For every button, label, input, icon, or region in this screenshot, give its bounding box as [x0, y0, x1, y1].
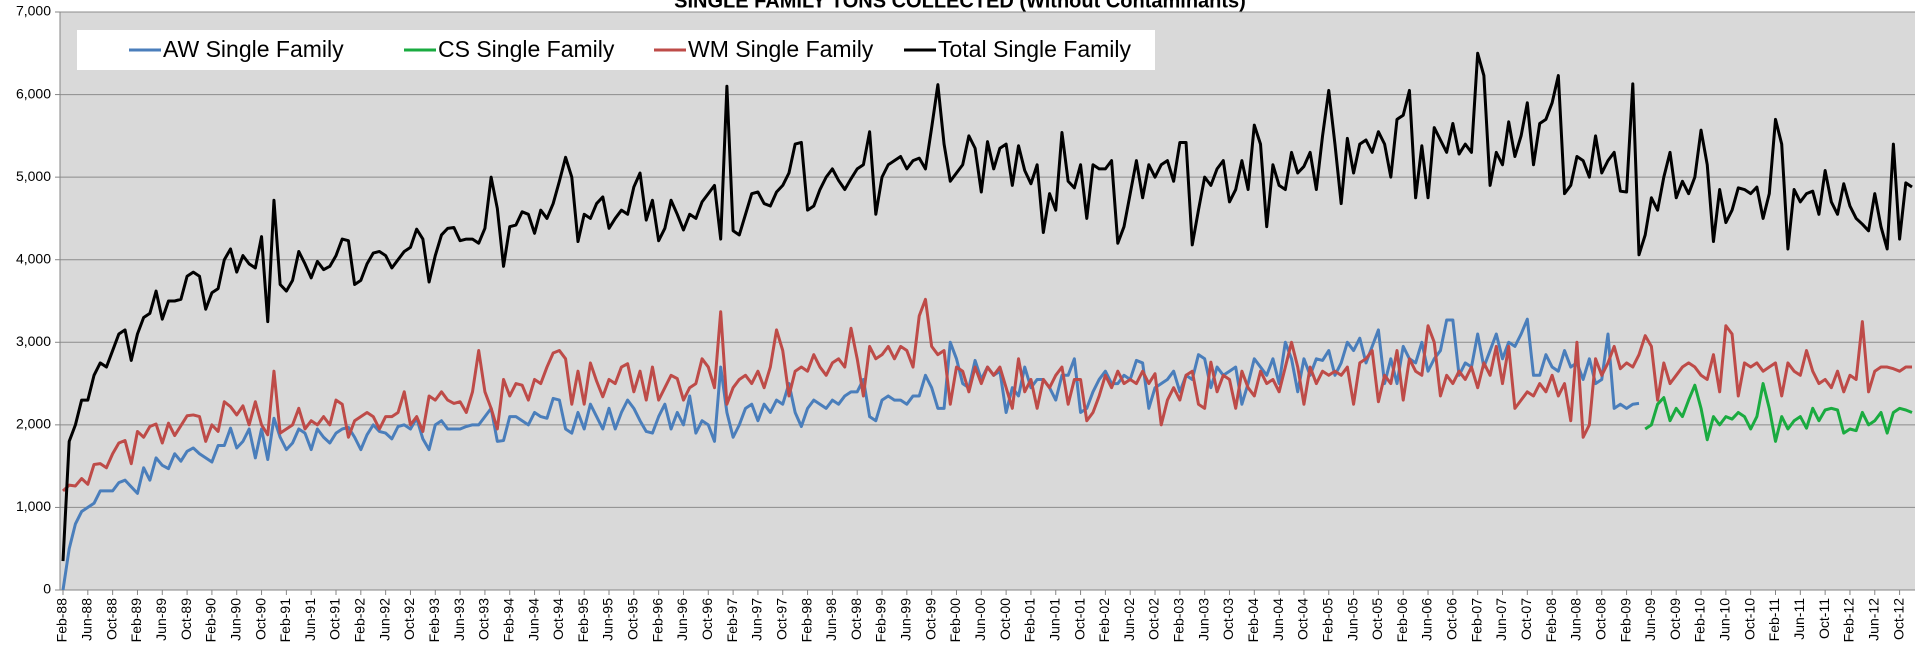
- x-tick-label: Jun-94: [525, 598, 541, 641]
- x-tick-label: Feb-89: [128, 598, 144, 643]
- x-tick-label: Feb-93: [426, 598, 442, 643]
- x-tick-label: Feb-09: [1617, 598, 1633, 643]
- x-tick-label: Oct-93: [476, 598, 492, 640]
- x-tick-label: Jun-99: [898, 598, 914, 641]
- x-tick-label: Feb-01: [1022, 598, 1038, 643]
- x-tick-label: Feb-06: [1394, 598, 1410, 643]
- x-tick-label: Jun-03: [1195, 598, 1211, 641]
- legend-label: CS Single Family: [438, 36, 615, 62]
- chart-title: SINGLE FAMILY TONS COLLECTED (Without Co…: [674, 0, 1246, 12]
- x-tick-label: Feb-03: [1171, 598, 1187, 643]
- x-tick-label: Jun-01: [1046, 598, 1062, 641]
- legend-label: AW Single Family: [163, 36, 344, 62]
- x-tick-label: Feb-91: [277, 598, 293, 643]
- x-tick-label: Oct-09: [1667, 598, 1683, 640]
- x-tick-label: Feb-97: [724, 598, 740, 643]
- x-tick-label: Jun-93: [451, 598, 467, 641]
- x-tick-label: Feb-94: [500, 598, 516, 643]
- legend-label: Total Single Family: [938, 36, 1132, 62]
- x-tick-label: Feb-10: [1692, 598, 1708, 643]
- x-tick-label: Feb-95: [575, 598, 591, 643]
- x-tick-label: Jun-90: [227, 598, 243, 641]
- x-tick-label: Oct-02: [1146, 598, 1162, 640]
- x-tick-label: Jun-09: [1642, 598, 1658, 641]
- x-tick-label: Feb-08: [1543, 598, 1559, 643]
- series-line: [61, 297, 1912, 493]
- y-tick-label: 2,000: [16, 416, 51, 432]
- x-tick-label: Jun-98: [823, 598, 839, 641]
- series-line: [61, 51, 1913, 562]
- x-tick-label: Oct-03: [1220, 598, 1236, 640]
- x-tick-label: Jun-06: [1419, 598, 1435, 641]
- x-tick-label: Jun-04: [1270, 598, 1286, 641]
- x-tick-label: Oct-00: [997, 598, 1013, 640]
- x-tick-label: Oct-92: [401, 598, 417, 640]
- x-tick-label: Jun-10: [1717, 598, 1733, 641]
- x-tick-label: Jun-08: [1568, 598, 1584, 641]
- x-tick-label: Jun-89: [153, 598, 169, 641]
- x-tick-label: Oct-07: [1518, 598, 1534, 640]
- y-tick-label: 6,000: [16, 85, 51, 101]
- series-line: [61, 317, 1640, 591]
- x-tick-label: Feb-90: [203, 598, 219, 643]
- x-tick-label: Jun-00: [972, 598, 988, 641]
- x-tick-label: Feb-00: [947, 598, 963, 643]
- x-tick-label: Oct-89: [178, 598, 194, 640]
- x-tick-label: Feb-99: [873, 598, 889, 643]
- x-tick-label: Feb-88: [54, 598, 70, 643]
- x-tick-label: Jun-05: [1344, 598, 1360, 641]
- x-tick-label: Oct-01: [1071, 598, 1087, 640]
- x-tick-label: Feb-02: [1096, 598, 1112, 643]
- x-tick-label: Oct-05: [1369, 598, 1385, 640]
- x-tick-label: Feb-92: [352, 598, 368, 643]
- x-tick-label: Jun-96: [674, 598, 690, 641]
- x-tick-label: Oct-94: [550, 598, 566, 640]
- x-tick-label: Oct-99: [922, 598, 938, 640]
- x-tick-label: Oct-06: [1444, 598, 1460, 640]
- x-tick-label: Feb-11: [1766, 598, 1782, 642]
- y-tick-label: 3,000: [16, 333, 51, 349]
- y-tick-label: 7,000: [16, 3, 51, 19]
- x-tick-label: Feb-96: [649, 598, 665, 643]
- x-tick-label: Oct-97: [773, 598, 789, 640]
- x-tick-label: Feb-98: [798, 598, 814, 643]
- x-tick-label: Oct-96: [699, 598, 715, 640]
- plot-area: [60, 12, 1915, 590]
- x-tick-label: Jun-07: [1493, 598, 1509, 641]
- x-tick-label: Oct-88: [103, 598, 119, 640]
- x-tick-label: Jun-97: [749, 598, 765, 641]
- x-tick-label: Oct-90: [252, 598, 268, 640]
- x-tick-label: Oct-08: [1592, 598, 1608, 640]
- x-tick-label: Feb-07: [1468, 598, 1484, 643]
- x-tick-label: Jun-11: [1791, 598, 1807, 640]
- x-tick-label: Feb-05: [1319, 598, 1335, 643]
- legend-box: [77, 30, 1155, 70]
- x-tick-label: Jun-12: [1865, 598, 1881, 641]
- x-tick-label: Oct-10: [1741, 598, 1757, 640]
- y-tick-label: 5,000: [16, 168, 51, 184]
- x-tick-label: Jun-88: [79, 598, 95, 641]
- x-tick-label: Oct-91: [327, 598, 343, 640]
- y-tick-label: 0: [43, 581, 51, 597]
- x-tick-label: Oct-11: [1816, 598, 1832, 639]
- x-tick-label: Oct-04: [1295, 598, 1311, 640]
- x-tick-label: Feb-04: [1245, 598, 1261, 643]
- x-tick-label: Oct-95: [625, 598, 641, 640]
- x-tick-label: Jun-02: [1121, 598, 1137, 641]
- x-tick-label: Feb-12: [1841, 598, 1857, 643]
- x-tick-label: Jun-95: [600, 598, 616, 641]
- x-tick-label: Jun-91: [302, 598, 318, 641]
- y-tick-label: 1,000: [16, 498, 51, 514]
- y-tick-label: 4,000: [16, 250, 51, 266]
- legend-label: WM Single Family: [688, 36, 874, 62]
- x-tick-label: Oct-12: [1890, 598, 1906, 640]
- series-line: [1644, 382, 1913, 443]
- x-tick-label: Oct-98: [848, 598, 864, 640]
- x-tick-label: Jun-92: [376, 598, 392, 641]
- legend: AW Single Family CS Single Family WM Singl…: [77, 30, 1155, 70]
